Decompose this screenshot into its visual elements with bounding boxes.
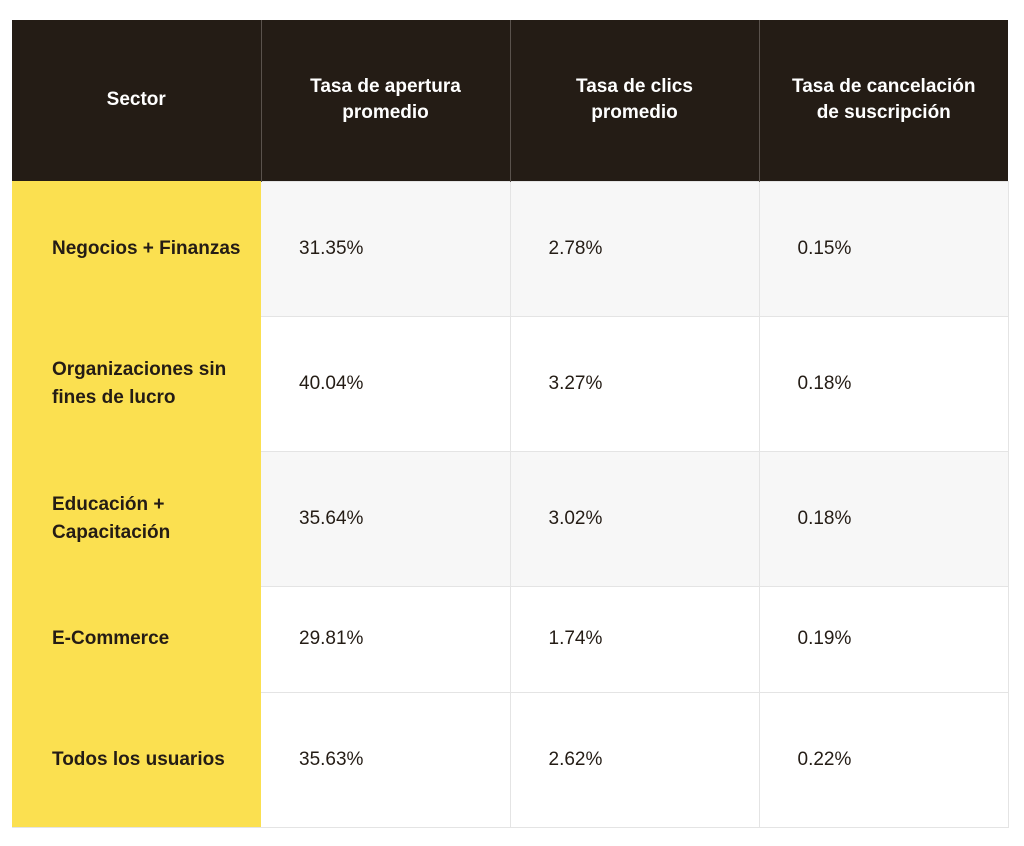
table-header-row: Sector Tasa de apertura promedio Tasa de…	[12, 20, 1008, 181]
open-rate-cell: 31.35%	[261, 181, 510, 316]
table-row: Todos los usuarios 35.63% 2.62% 0.22%	[12, 692, 1008, 827]
sector-cell: Educación + Capacitación	[12, 451, 261, 586]
sector-cell: Todos los usuarios	[12, 692, 261, 827]
unsub-rate-cell: 0.18%	[759, 316, 1008, 451]
header-open-rate: Tasa de apertura promedio	[261, 20, 510, 181]
header-click-rate: Tasa de clics promedio	[510, 20, 759, 181]
table-row: Educación + Capacitación 35.64% 3.02% 0.…	[12, 451, 1008, 586]
unsub-rate-cell: 0.15%	[759, 181, 1008, 316]
sector-cell: Organizaciones sin fines de lucro	[12, 316, 261, 451]
benchmark-table: Sector Tasa de apertura promedio Tasa de…	[12, 20, 1009, 828]
click-rate-cell: 2.62%	[510, 692, 759, 827]
click-rate-cell: 1.74%	[510, 586, 759, 692]
click-rate-cell: 3.27%	[510, 316, 759, 451]
unsub-rate-cell: 0.18%	[759, 451, 1008, 586]
unsub-rate-cell: 0.19%	[759, 586, 1008, 692]
sector-cell: Negocios + Finanzas	[12, 181, 261, 316]
click-rate-cell: 2.78%	[510, 181, 759, 316]
open-rate-cell: 29.81%	[261, 586, 510, 692]
open-rate-cell: 35.64%	[261, 451, 510, 586]
table-row: E-Commerce 29.81% 1.74% 0.19%	[12, 586, 1008, 692]
open-rate-cell: 40.04%	[261, 316, 510, 451]
sector-cell: E-Commerce	[12, 586, 261, 692]
header-unsub-rate: Tasa de cancelación de suscripción	[759, 20, 1008, 181]
table-row: Negocios + Finanzas 31.35% 2.78% 0.15%	[12, 181, 1008, 316]
unsub-rate-cell: 0.22%	[759, 692, 1008, 827]
table-row: Organizaciones sin fines de lucro 40.04%…	[12, 316, 1008, 451]
open-rate-cell: 35.63%	[261, 692, 510, 827]
click-rate-cell: 3.02%	[510, 451, 759, 586]
header-sector: Sector	[12, 20, 261, 181]
